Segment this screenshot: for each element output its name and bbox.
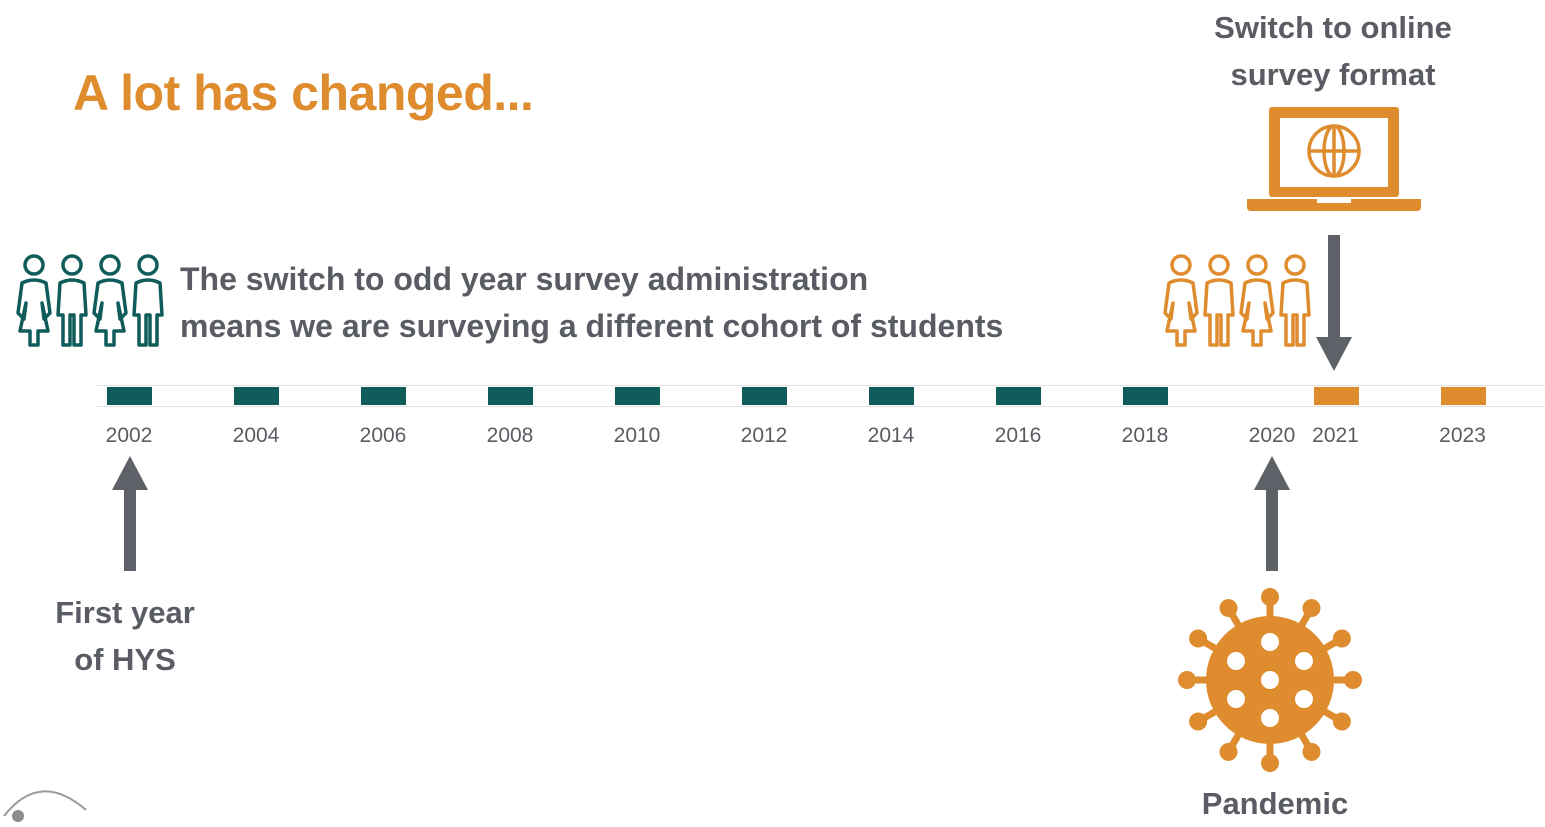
year-label: 2023	[1439, 424, 1486, 447]
county-seal-logo	[3, 790, 87, 822]
online-format-line1: Switch to online	[1214, 10, 1452, 45]
year-label: 2012	[740, 424, 788, 447]
survey-year-marker	[869, 387, 914, 405]
year-label: 2014	[867, 424, 915, 447]
virus-icon	[1178, 588, 1362, 772]
pandemic-arrow	[1254, 456, 1290, 571]
year-label: 2020	[1248, 424, 1296, 447]
survey-year-marker	[615, 387, 660, 405]
survey-year-marker	[1123, 387, 1168, 405]
survey-year-marker	[1440, 387, 1486, 405]
survey-year-marker	[488, 387, 533, 405]
first-year-label: First year of HYS	[25, 589, 225, 683]
year-label: 2006	[359, 424, 407, 447]
year-label: 2021	[1312, 424, 1359, 447]
laptop-globe-icon	[1247, 107, 1421, 211]
online-format-label: Switch to online survey format	[1183, 4, 1483, 98]
survey-year-marker	[361, 387, 406, 405]
pandemic-label: Pandemic	[1201, 786, 1349, 821]
first-year-line2: of HYS	[74, 642, 176, 677]
survey-year-marker	[996, 387, 1041, 405]
students-icon-orange	[1163, 254, 1311, 347]
year-label: 2016	[994, 424, 1042, 447]
year-label: 2004	[232, 424, 280, 447]
year-label: 2002	[105, 424, 153, 447]
survey-year-marker	[742, 387, 787, 405]
survey-year-marker	[234, 387, 279, 405]
survey-year-marker	[107, 387, 152, 405]
online-format-line2: survey format	[1230, 57, 1436, 92]
first-year-line1: First year	[55, 595, 195, 630]
page-title: A lot has changed...	[73, 65, 534, 121]
year-label: 2008	[486, 424, 534, 447]
year-label: 2010	[613, 424, 661, 447]
students-icon	[16, 254, 164, 347]
year-label: 2018	[1121, 424, 1169, 447]
cohort-text: The switch to odd year survey administra…	[180, 256, 1003, 350]
timeline-rail	[97, 385, 1545, 407]
survey-year-marker	[1313, 387, 1359, 405]
online-arrow	[1316, 235, 1352, 371]
cohort-line2: means we are surveying a different cohor…	[180, 308, 1004, 344]
first-year-arrow	[112, 456, 148, 571]
cohort-line1: The switch to odd year survey administra…	[180, 261, 869, 297]
